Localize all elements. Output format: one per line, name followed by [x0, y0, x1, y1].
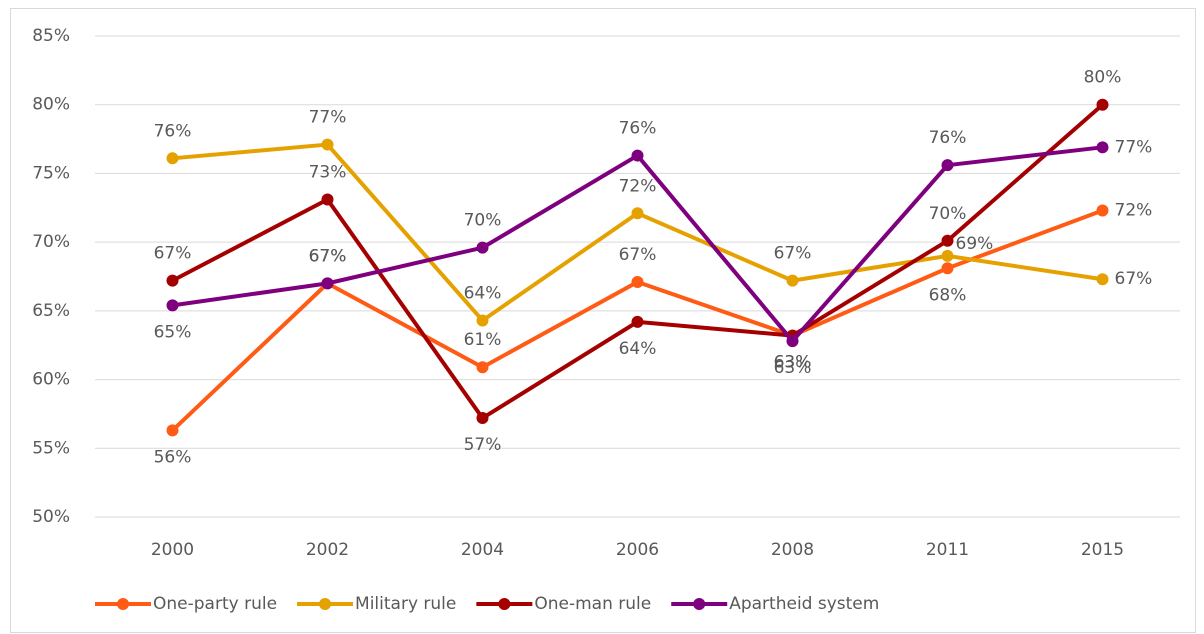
data-point [1096, 141, 1109, 154]
x-tick-label: 2015 [1081, 540, 1124, 560]
x-tick-label: 2004 [461, 540, 504, 560]
data-label: 61% [464, 330, 502, 350]
y-tick-label: 75% [32, 163, 70, 183]
data-label: 64% [464, 283, 502, 303]
x-tick-label: 2006 [616, 540, 659, 560]
data-point [1096, 204, 1109, 217]
data-label: 70% [464, 211, 502, 231]
data-point [166, 152, 179, 165]
y-tick-label: 55% [32, 438, 70, 458]
data-point [321, 193, 334, 206]
data-label: 80% [1084, 68, 1122, 88]
data-label: 63% [774, 353, 812, 373]
data-point [1096, 273, 1109, 286]
data-point [476, 361, 489, 374]
x-tick-label: 2002 [306, 540, 349, 560]
data-label: 77% [1115, 137, 1153, 157]
data-label: 69% [956, 234, 994, 254]
data-label: 72% [619, 176, 657, 196]
data-point [631, 275, 644, 288]
legend-label: One-man rule [534, 594, 651, 614]
legend-label: Military rule [355, 594, 456, 614]
data-point [941, 262, 954, 275]
data-point [631, 149, 644, 162]
legend-label: Apartheid system [729, 594, 879, 614]
y-tick-label: 65% [32, 301, 70, 321]
data-label: 68% [929, 285, 967, 305]
data-point [631, 207, 644, 220]
data-point [166, 299, 179, 312]
data-point [166, 424, 179, 437]
legend-swatch-dot [693, 598, 706, 610]
y-tick-label: 50% [32, 507, 70, 527]
data-point [631, 315, 644, 328]
data-point [321, 138, 334, 151]
data-point [166, 274, 179, 287]
data-point [476, 241, 489, 254]
legend-swatch-dot [498, 598, 511, 610]
data-label: 76% [619, 119, 657, 139]
data-label: 67% [154, 244, 192, 264]
data-label: 77% [309, 108, 347, 128]
data-label: 67% [1115, 269, 1153, 289]
data-point [941, 249, 954, 262]
data-label: 76% [154, 121, 192, 141]
data-label: 63% [774, 353, 812, 373]
y-tick-label: 60% [32, 370, 70, 390]
chart-frame [10, 8, 1196, 633]
data-point [476, 314, 489, 327]
x-tick-label: 2008 [771, 540, 814, 560]
data-label: 63% [774, 358, 812, 378]
data-point [476, 412, 489, 425]
legend-label: One-party rule [153, 594, 277, 614]
data-label: 57% [464, 435, 502, 455]
data-label: 73% [309, 163, 347, 183]
x-tick-label: 2000 [151, 540, 194, 560]
data-label: 64% [619, 339, 657, 359]
y-tick-label: 80% [32, 95, 70, 115]
data-point [1096, 98, 1109, 111]
data-label: 70% [929, 204, 967, 224]
data-point [321, 277, 334, 290]
legend-swatch-dot [117, 598, 129, 610]
data-label: 72% [1115, 201, 1153, 221]
data-label: 67% [309, 246, 347, 266]
y-tick-label: 70% [32, 232, 70, 252]
y-tick-label: 85% [32, 26, 70, 46]
data-label: 67% [619, 245, 657, 265]
data-point [941, 159, 954, 172]
data-point [786, 335, 799, 348]
data-point [786, 274, 799, 287]
data-label: 67% [309, 246, 347, 266]
data-label: 67% [774, 244, 812, 264]
data-label: 56% [154, 447, 192, 467]
data-point [941, 234, 954, 247]
x-tick-label: 2011 [926, 540, 969, 560]
legend-swatch-dot [319, 598, 332, 610]
data-label: 65% [154, 322, 192, 342]
data-label: 76% [929, 128, 967, 148]
